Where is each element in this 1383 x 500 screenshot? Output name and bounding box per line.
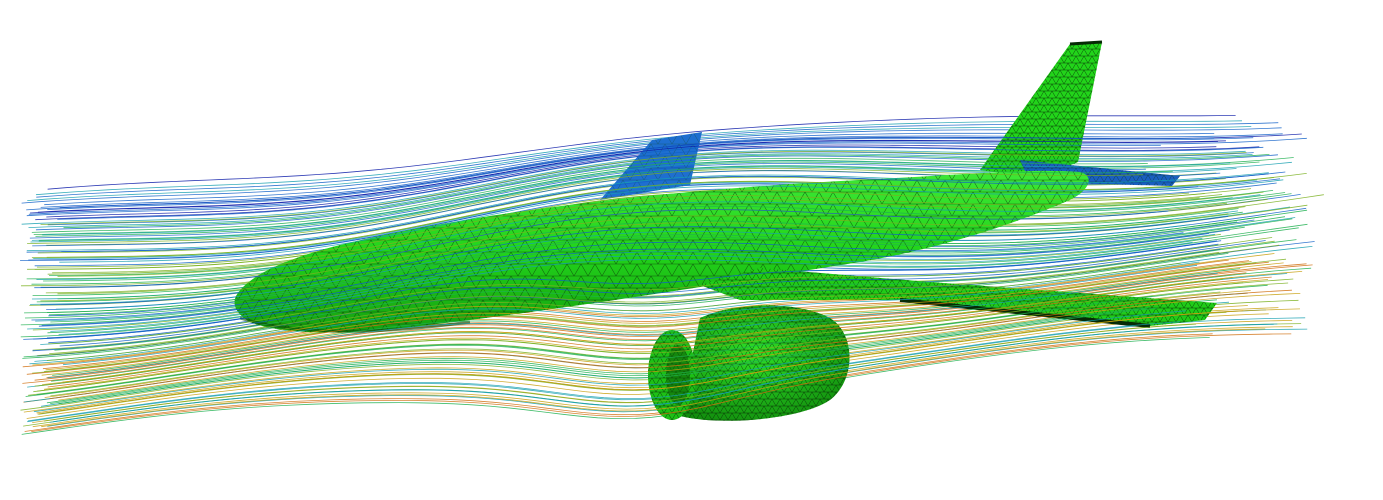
streamline bbox=[38, 233, 1209, 327]
streamline bbox=[36, 189, 1189, 268]
streamline bbox=[52, 268, 1241, 376]
streamline bbox=[57, 206, 1246, 295]
streamline bbox=[31, 193, 1292, 285]
streamline bbox=[40, 150, 1247, 225]
streamline bbox=[49, 251, 1220, 354]
streamline bbox=[42, 160, 1231, 236]
streamline bbox=[57, 191, 1264, 277]
streamline bbox=[58, 241, 1193, 335]
streamline bbox=[37, 244, 1280, 356]
streamline bbox=[33, 179, 1258, 259]
streamline bbox=[27, 233, 1216, 330]
streamline bbox=[33, 240, 1222, 340]
streamline bbox=[24, 333, 1213, 432]
streamline bbox=[61, 171, 1286, 252]
streamline bbox=[41, 262, 1284, 376]
streamline bbox=[63, 264, 1198, 366]
streamline bbox=[54, 239, 1297, 351]
streamline bbox=[36, 295, 1153, 395]
streamline bbox=[57, 146, 1264, 220]
streamline bbox=[45, 261, 1252, 371]
streamline bbox=[32, 262, 1257, 374]
streamline bbox=[46, 262, 1181, 361]
streamline bbox=[49, 289, 1292, 399]
streamline bbox=[63, 154, 1270, 229]
streamline bbox=[58, 293, 1301, 401]
streamline bbox=[32, 253, 1275, 366]
streamline bbox=[42, 260, 1249, 370]
streamline bbox=[40, 213, 1229, 302]
streamline bbox=[34, 278, 1223, 387]
streamline bbox=[59, 240, 1266, 347]
streamline bbox=[37, 282, 1244, 392]
streamline bbox=[27, 168, 1144, 244]
streamline bbox=[47, 272, 1218, 379]
streamline bbox=[40, 215, 1229, 306]
streamline bbox=[50, 307, 1149, 404]
streamlines-front-layer bbox=[26, 133, 1315, 432]
streamline bbox=[48, 237, 1273, 345]
streamline bbox=[22, 259, 1229, 368]
streamline bbox=[47, 276, 1272, 388]
streamline bbox=[51, 267, 1312, 382]
streamline bbox=[26, 172, 1269, 252]
streamline bbox=[32, 240, 1275, 351]
streamline bbox=[62, 277, 1233, 383]
streamline bbox=[22, 253, 1229, 359]
streamline bbox=[49, 323, 1274, 423]
streamline bbox=[34, 209, 1169, 289]
streamline bbox=[43, 258, 1287, 372]
streamline bbox=[31, 177, 1274, 259]
streamline bbox=[29, 163, 1146, 239]
streamline bbox=[57, 308, 1301, 412]
streamline bbox=[21, 337, 1210, 435]
streamline bbox=[57, 218, 1174, 300]
streamline bbox=[23, 305, 1248, 413]
streamline bbox=[55, 224, 1190, 310]
streamline bbox=[27, 321, 1180, 422]
streamline bbox=[33, 310, 1186, 413]
streamline bbox=[31, 333, 1292, 432]
streamline bbox=[59, 179, 1284, 263]
streamline bbox=[50, 218, 1293, 323]
streamline bbox=[26, 137, 1215, 211]
streamline bbox=[46, 299, 1217, 404]
streamline bbox=[41, 328, 1266, 428]
streamline bbox=[48, 221, 1238, 316]
streamline bbox=[37, 139, 1226, 213]
streamline bbox=[44, 323, 1197, 422]
streamline bbox=[38, 165, 1173, 242]
streamline bbox=[50, 238, 1203, 332]
streamline bbox=[47, 209, 1308, 313]
streamline bbox=[26, 313, 1269, 419]
streamline bbox=[38, 311, 1227, 415]
streamline bbox=[31, 232, 1184, 321]
streamline bbox=[52, 194, 1223, 274]
streamline bbox=[58, 307, 1157, 405]
streamline bbox=[36, 194, 1261, 280]
streamline bbox=[50, 291, 1221, 397]
streamline bbox=[26, 142, 1161, 217]
streamline bbox=[26, 261, 1269, 375]
streamline bbox=[31, 157, 1148, 233]
vertical-stabilizer bbox=[980, 40, 1103, 178]
